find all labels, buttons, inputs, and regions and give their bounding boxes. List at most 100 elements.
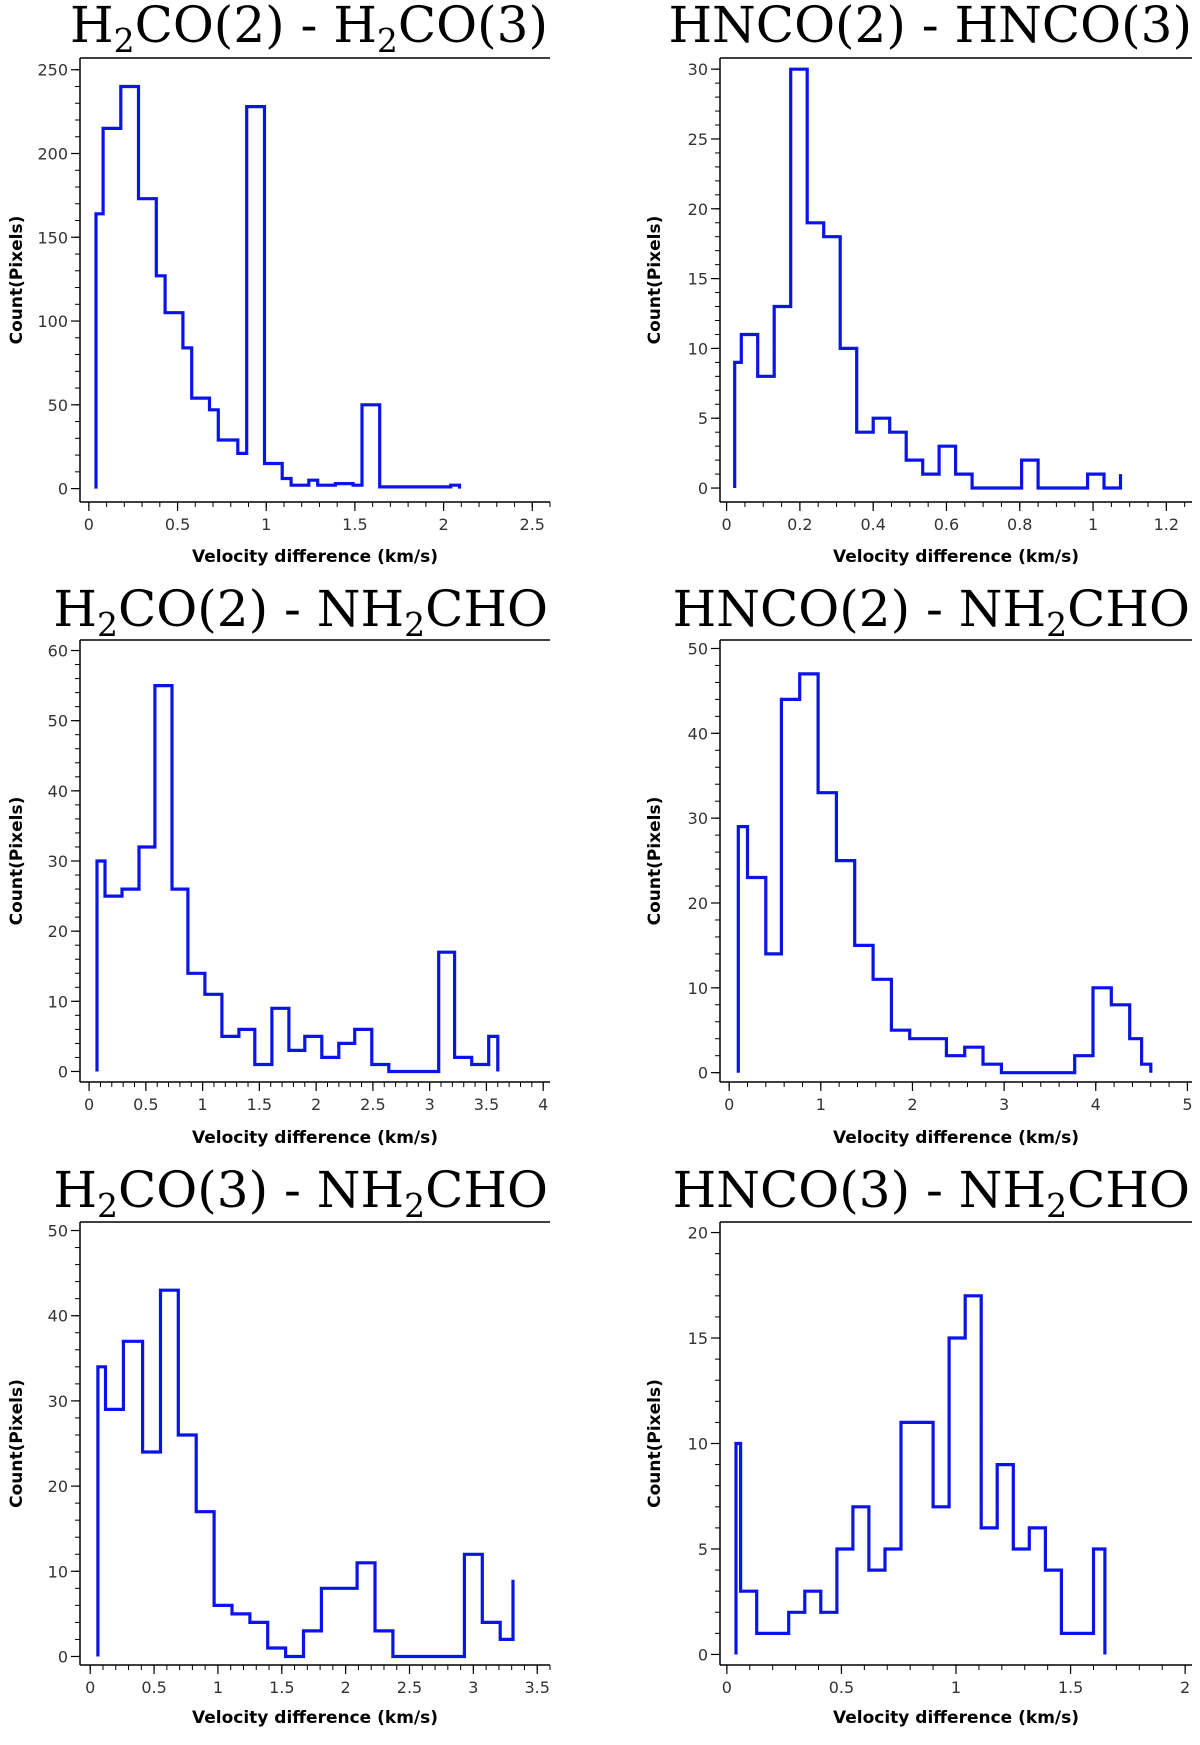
x-axis-label: Velocity difference (km/s) xyxy=(833,547,1079,567)
y-tick-label: 40 xyxy=(48,1307,68,1326)
y-tick-label: 30 xyxy=(48,1392,68,1411)
title-part: CHO xyxy=(425,1161,548,1219)
y-axis-label: Count(Pixels) xyxy=(645,797,665,926)
panel-title: H2CO(3) - NH2CHO xyxy=(53,1161,548,1225)
y-tick-label: 200 xyxy=(37,145,68,164)
x-tick-label: 1.5 xyxy=(247,1095,272,1114)
histogram-step-line xyxy=(733,67,1123,490)
y-tick-label: 15 xyxy=(688,270,708,289)
y-tick-label: 0 xyxy=(58,1062,68,1081)
x-tick-label: 1 xyxy=(213,1678,223,1697)
x-tick-label: 0 xyxy=(84,515,94,534)
title-part: CO(2) - NH xyxy=(118,580,404,638)
y-tick-label: 30 xyxy=(688,60,708,79)
y-axis-label: Count(Pixels) xyxy=(7,797,27,926)
y-tick-label: 10 xyxy=(48,992,68,1011)
x-tick-label: 0.4 xyxy=(860,515,885,534)
x-tick-label: 3 xyxy=(999,1095,1009,1114)
y-tick-label: 25 xyxy=(688,130,708,149)
x-tick-label: 1 xyxy=(951,1678,961,1697)
x-axis-label: Velocity difference (km/s) xyxy=(833,1708,1079,1728)
y-tick-label: 0 xyxy=(698,1064,708,1083)
x-tick-label: 0 xyxy=(724,1095,734,1114)
x-tick-label: 2.5 xyxy=(397,1678,422,1697)
y-tick-label: 10 xyxy=(688,979,708,998)
panel-title: HNCO(2) - HNCO(3) xyxy=(668,0,1192,54)
y-tick-label: 50 xyxy=(48,712,68,731)
x-tick-label: 3.5 xyxy=(525,1678,550,1697)
x-tick-label: 2 xyxy=(341,1678,351,1697)
y-tick-label: 20 xyxy=(688,200,708,219)
title-subscript: 2 xyxy=(97,1186,118,1225)
y-tick-label: 40 xyxy=(688,724,708,743)
x-axis-label: Velocity difference (km/s) xyxy=(833,1128,1079,1148)
title-part: CO(2) - H xyxy=(135,0,377,54)
y-tick-label: 20 xyxy=(688,894,708,913)
histogram-step-line xyxy=(734,1294,1107,1655)
y-axis-label: Count(Pixels) xyxy=(7,1379,27,1508)
x-tick-label: 0.8 xyxy=(1007,515,1032,534)
x-tick-label: 0 xyxy=(84,1095,94,1114)
histogram-step-line xyxy=(96,1288,515,1659)
x-tick-label: 2 xyxy=(438,515,448,534)
title-part: CHO xyxy=(1067,580,1190,638)
panel-title: HNCO(3) - NH2CHO xyxy=(673,1161,1190,1225)
x-tick-label: 1 xyxy=(1088,515,1098,534)
x-tick-label: 2 xyxy=(907,1095,917,1114)
y-axis-label: Count(Pixels) xyxy=(645,216,665,345)
y-tick-label: 10 xyxy=(688,339,708,358)
title-part: CHO xyxy=(1067,1161,1190,1219)
panel-title: HNCO(2) - NH2CHO xyxy=(673,580,1190,644)
title-subscript: 2 xyxy=(97,605,118,644)
x-tick-label: 1 xyxy=(816,1095,826,1114)
x-tick-label: 4 xyxy=(538,1095,548,1114)
y-tick-label: 20 xyxy=(688,1224,708,1243)
x-tick-label: 1.5 xyxy=(269,1678,294,1697)
x-tick-label: 1 xyxy=(261,515,271,534)
x-tick-label: 0.5 xyxy=(165,515,190,534)
title-part: CHO xyxy=(425,580,548,638)
title-subscript: 2 xyxy=(404,605,425,644)
x-tick-label: 0 xyxy=(722,515,732,534)
x-tick-label: 0.5 xyxy=(829,1678,854,1697)
x-tick-label: 2.5 xyxy=(520,515,545,534)
y-tick-label: 0 xyxy=(698,479,708,498)
y-tick-label: 30 xyxy=(48,852,68,871)
title-subscript: 2 xyxy=(114,21,135,60)
x-tick-label: 0.5 xyxy=(133,1095,158,1114)
title-subscript: 2 xyxy=(377,21,398,60)
title-part: HNCO(3) - NH xyxy=(673,1161,1046,1219)
y-tick-label: 5 xyxy=(698,1540,708,1559)
title-subscript: 2 xyxy=(1046,1186,1067,1225)
title-part: H xyxy=(53,1161,97,1219)
histogram-step-line xyxy=(736,672,1153,1075)
x-tick-label: 0 xyxy=(85,1678,95,1697)
y-tick-label: 0 xyxy=(58,480,68,499)
x-tick-label: 0.2 xyxy=(787,515,812,534)
title-part: H xyxy=(70,0,114,54)
title-part: H xyxy=(53,580,97,638)
x-tick-label: 0.6 xyxy=(934,515,959,534)
y-tick-label: 50 xyxy=(48,1222,68,1241)
title-part: HNCO(2) - HNCO(3) xyxy=(668,0,1192,54)
x-tick-label: 1 xyxy=(198,1095,208,1114)
x-tick-label: 3 xyxy=(468,1678,478,1697)
x-tick-label: 2.5 xyxy=(360,1095,385,1114)
title-subscript: 2 xyxy=(1046,605,1067,644)
histogram-panel-1: H2CO(2) - H2CO(3)0 0.5 1 1.5 2 2.505010015020… xyxy=(7,0,551,567)
x-axis-label: Velocity difference (km/s) xyxy=(192,1128,438,1148)
title-part: CO(3) xyxy=(398,0,548,54)
x-tick-label: 5 xyxy=(1182,1095,1192,1114)
x-tick-label: 1.2 xyxy=(1154,515,1179,534)
histogram-step-line xyxy=(94,84,462,489)
histogram-panel-2: HNCO(2) - HNCO(3) 0 0.2 0.4 0.6 0.8 1 1.2 0 5 10 15… xyxy=(645,0,1192,567)
x-axis-label: Velocity difference (km/s) xyxy=(192,547,438,567)
title-subscript: 2 xyxy=(404,1186,425,1225)
y-axis-label: Count(Pixels) xyxy=(7,216,27,345)
y-tick-label: 10 xyxy=(48,1562,68,1581)
y-tick-label: 40 xyxy=(48,782,68,801)
